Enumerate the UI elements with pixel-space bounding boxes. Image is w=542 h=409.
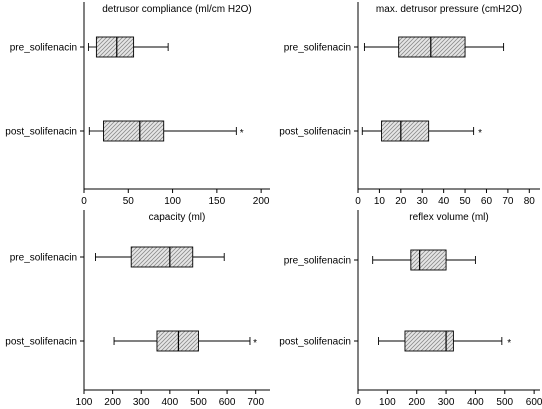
box-post_solifenacin: * <box>113 330 257 352</box>
interquartile-box <box>130 246 194 268</box>
x-tick-label: 200 <box>104 397 121 408</box>
outlier-marker: * <box>253 338 257 349</box>
x-tick-label: 400 <box>162 397 179 408</box>
category-label: post_solifenacin <box>279 127 351 138</box>
interquartile-box <box>381 120 430 142</box>
interquartile-box <box>398 36 466 58</box>
x-tick-label: 100 <box>164 196 181 207</box>
x-tick-label: 150 <box>209 196 226 207</box>
x-tick-label: 0 <box>355 196 361 207</box>
x-tick-label: 50 <box>459 196 471 207</box>
x-tick-label: 10 <box>374 196 386 207</box>
category-label: pre_solifenacin <box>284 256 351 267</box>
x-tick-label: 100 <box>76 397 93 408</box>
category-label: post_solifenacin <box>279 337 351 348</box>
category-label: pre_solifenacin <box>10 253 77 264</box>
x-tick-label: 500 <box>190 397 207 408</box>
panel-title: reflex volume (ml) <box>409 212 488 223</box>
panel-3: capacity (ml) 100 200 300 400 500 600 700 pre_so… <box>5 210 270 408</box>
panel-title: max. detrusor pressure (cmH2O) <box>376 4 522 15</box>
box-pre_solifenacin <box>87 36 169 58</box>
box-post_solifenacin: * <box>378 330 511 352</box>
x-tick-label: 300 <box>133 397 150 408</box>
x-tick-label: 700 <box>247 397 264 408</box>
interquartile-box <box>95 36 135 58</box>
box-pre_solifenacin <box>363 36 505 58</box>
x-tick-label: 600 <box>219 397 236 408</box>
category-label: pre_solifenacin <box>284 43 351 54</box>
x-tick-label: 30 <box>417 196 429 207</box>
x-tick-label: 600 <box>526 397 542 408</box>
x-tick-label: 0 <box>81 196 87 207</box>
x-tick-label: 300 <box>438 397 455 408</box>
panel-title: detrusor compliance (ml/cm H2O) <box>102 4 251 15</box>
x-tick-label: 200 <box>408 397 425 408</box>
x-tick-label: 80 <box>524 196 536 207</box>
box-post_solifenacin: * <box>88 120 244 142</box>
x-tick-label: 100 <box>379 397 396 408</box>
category-label: post_solifenacin <box>5 127 77 138</box>
box-pre_solifenacin <box>94 246 225 268</box>
box-pre_solifenacin <box>372 249 476 271</box>
x-tick-label: 0 <box>355 397 361 408</box>
outlier-marker: * <box>240 128 244 139</box>
category-label: post_solifenacin <box>5 337 77 348</box>
interquartile-box <box>404 330 454 352</box>
box-post_solifenacin: * <box>361 120 482 142</box>
x-tick-label: 400 <box>467 397 484 408</box>
x-tick-label: 60 <box>481 196 493 207</box>
x-tick-label: 70 <box>502 196 514 207</box>
x-tick-label: 40 <box>438 196 450 207</box>
outlier-marker: * <box>478 128 482 139</box>
x-tick-label: 200 <box>253 196 270 207</box>
panel-1: detrusor compliance (ml/cm H2O) 0 50 100 150… <box>5 2 270 207</box>
interquartile-box <box>103 120 165 142</box>
x-tick-label: 500 <box>496 397 513 408</box>
category-label: pre_solifenacin <box>10 43 77 54</box>
interquartile-box <box>410 249 447 271</box>
outlier-marker: * <box>507 338 511 349</box>
panel-4: reflex volume (ml) 0 100 200 300 400 500 600 pre… <box>279 210 542 408</box>
panel-title: capacity (ml) <box>149 212 206 223</box>
panel-2: max. detrusor pressure (cmH2O) 0 10 20 30 40 5… <box>279 2 540 207</box>
interquartile-box <box>156 330 199 352</box>
x-tick-label: 20 <box>395 196 407 207</box>
x-tick-label: 50 <box>123 196 135 207</box>
